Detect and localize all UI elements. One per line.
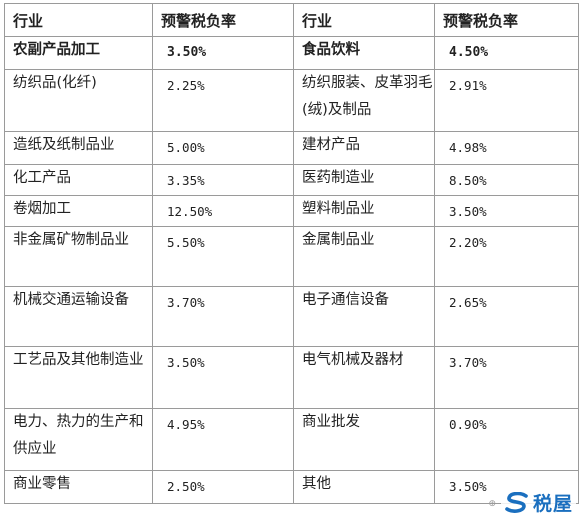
rate-a-cell: 5.00% <box>152 131 294 165</box>
table-row: 卷烟加工 12.50% 塑料制品业 3.50% <box>4 195 579 227</box>
table-header-row: 行业 预警税负率 行业 预警税负率 <box>4 3 579 37</box>
industry-b-cell: 纺织服装、皮革羽毛(绒)及制品 <box>293 69 435 132</box>
rate-a-cell: 3.35% <box>152 164 294 196</box>
rate-a-cell: 3.70% <box>152 286 294 347</box>
rate-a-cell: 5.50% <box>152 226 294 287</box>
rate-a-cell: 4.95% <box>152 408 294 471</box>
rate-b-cell: 2.65% <box>434 286 579 347</box>
industry-a-cell: 机械交通运输设备 <box>4 286 153 347</box>
industry-b-cell: 建材产品 <box>293 131 435 165</box>
rate-b-cell: 4.98% <box>434 131 579 165</box>
header-rate-b: 预警税负率 <box>434 3 579 37</box>
rate-b-cell: 0.90% <box>434 408 579 471</box>
table-row: 工艺品及其他制造业 3.50% 电气机械及器材 3.70% <box>4 346 579 409</box>
industry-a-cell: 纺织品(化纤) <box>4 69 153 132</box>
watermark-brand-text: 税屋 <box>532 493 573 515</box>
s-swirl-logo-icon <box>504 491 530 514</box>
industry-b-cell: 食品饮料 <box>293 36 435 70</box>
table-row: 化工产品 3.35% 医药制造业 8.50% <box>4 164 579 196</box>
rate-b-cell: 8.50% <box>434 164 579 196</box>
industry-a-cell: 非金属矿物制品业 <box>4 226 153 287</box>
industry-a-cell: 农副产品加工 <box>4 36 153 70</box>
rate-b-cell: 3.50% <box>434 195 579 227</box>
header-industry-b: 行业 <box>293 3 435 37</box>
industry-b-cell: 商业批发 <box>293 408 435 471</box>
rate-a-cell: 12.50% <box>152 195 294 227</box>
watermark-small-mark: ⊕ <box>488 499 496 509</box>
table-row: 非金属矿物制品业 5.50% 金属制品业 2.20% <box>4 226 579 287</box>
industry-a-cell: 化工产品 <box>4 164 153 196</box>
rate-b-cell: 2.91% <box>434 69 579 132</box>
industry-a-cell: 工艺品及其他制造业 <box>4 346 153 409</box>
rate-b-cell: 3.70% <box>434 346 579 409</box>
rate-a-cell: 3.50% <box>152 36 294 70</box>
industry-b-cell: 医药制造业 <box>293 164 435 196</box>
rate-a-cell: 3.50% <box>152 346 294 409</box>
table-row: 农副产品加工 3.50% 食品饮料 4.50% <box>4 36 579 70</box>
industry-b-cell: 金属制品业 <box>293 226 435 287</box>
table-row: 纺织品(化纤) 2.25% 纺织服装、皮革羽毛(绒)及制品 2.91% <box>4 69 579 132</box>
industry-b-cell: 塑料制品业 <box>293 195 435 227</box>
tax-rate-table: 行业 预警税负率 行业 预警税负率 农副产品加工 3.50% 食品饮料 4.50… <box>4 3 579 504</box>
industry-b-cell: 电子通信设备 <box>293 286 435 347</box>
industry-a-cell: 卷烟加工 <box>4 195 153 227</box>
table-row: 商业零售 2.50% 其他 3.50% <box>4 470 579 504</box>
industry-a-cell: 电力、热力的生产和供应业 <box>4 408 153 471</box>
industry-b-cell: 电气机械及器材 <box>293 346 435 409</box>
rate-b-cell: 2.20% <box>434 226 579 287</box>
rate-a-cell: 2.25% <box>152 69 294 132</box>
industry-a-cell: 造纸及纸制品业 <box>4 131 153 165</box>
table-row: 造纸及纸制品业 5.00% 建材产品 4.98% <box>4 131 579 165</box>
table-row: 电力、热力的生产和供应业 4.95% 商业批发 0.90% <box>4 408 579 471</box>
watermark: 税屋 <box>500 488 576 517</box>
rate-a-cell: 2.50% <box>152 470 294 504</box>
industry-a-cell: 商业零售 <box>4 470 153 504</box>
table-row: 机械交通运输设备 3.70% 电子通信设备 2.65% <box>4 286 579 347</box>
industry-b-cell: 其他 <box>293 470 435 504</box>
rate-b-cell: 4.50% <box>434 36 579 70</box>
header-rate-a: 预警税负率 <box>152 3 294 37</box>
header-industry-a: 行业 <box>4 3 153 37</box>
